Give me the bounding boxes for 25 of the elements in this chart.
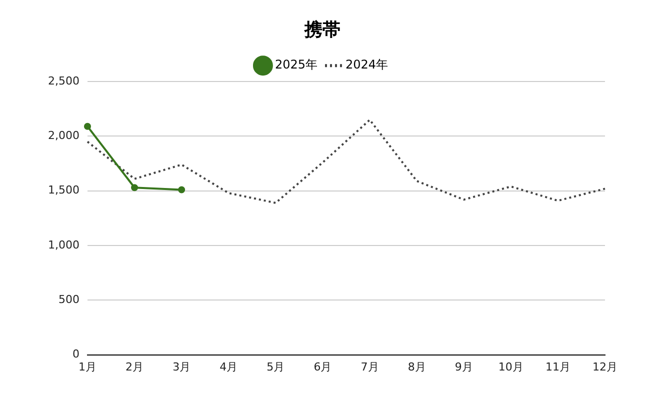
legend-label: 2024年 (346, 58, 388, 72)
x-tick-label: 2月 (126, 360, 144, 374)
point (178, 186, 186, 194)
x-tick-label: 9月 (454, 360, 473, 374)
line-series (86, 118, 606, 204)
x-tick-label: 6月 (314, 360, 332, 374)
y-tick-label: 1,000 (48, 238, 80, 252)
point (84, 122, 91, 130)
x-tick-label: 3月 (172, 360, 191, 374)
x-tick-label: 7月 (360, 360, 379, 374)
x-tick-label: 5月 (266, 360, 285, 374)
y-tick-label: 500 (58, 293, 80, 306)
y-tick-label: 1,500 (48, 184, 80, 197)
point (131, 184, 138, 192)
x-tick-label: 1月 (78, 360, 96, 374)
x-tick-label: 11月 (545, 360, 570, 374)
chart-title: 携帯 (304, 19, 340, 40)
y-tick-label: 2,500 (48, 74, 80, 88)
y-tick-label: 2,000 (48, 129, 80, 142)
y-tick-label: 0 (72, 348, 80, 361)
legend-label: 2025年 (274, 58, 318, 72)
x-tick-label: 12月 (592, 360, 618, 374)
x-tick-label: 4月 (220, 360, 238, 374)
x-tick-label: 10月 (498, 360, 524, 374)
x-tick-label: 8月 (408, 360, 426, 374)
